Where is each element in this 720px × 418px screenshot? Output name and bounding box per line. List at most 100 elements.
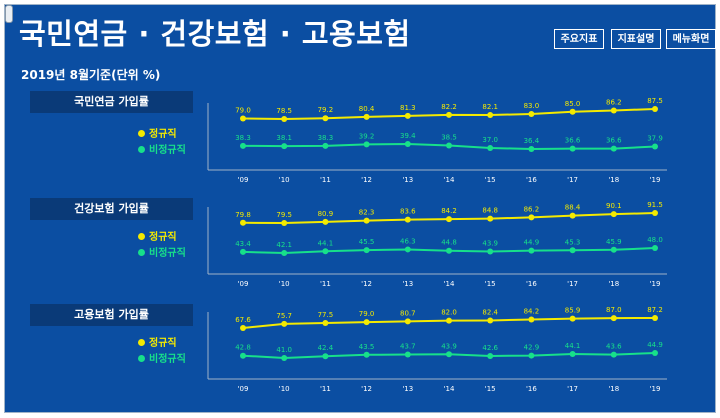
data-label-nonregular: 38.3 xyxy=(318,134,334,142)
data-point-nonregular xyxy=(281,355,288,361)
x-tick-label: '10 xyxy=(279,280,290,288)
data-point-regular xyxy=(487,317,494,324)
data-label-regular: 85.0 xyxy=(565,100,581,108)
legend-regular-dot xyxy=(138,232,145,240)
data-point-regular xyxy=(446,216,452,223)
data-point-regular xyxy=(404,318,411,325)
page-title: 국민연금 · 건강보험 · 고용보험 xyxy=(19,17,411,51)
legend-nonregular-dot xyxy=(138,354,145,362)
data-point-regular xyxy=(281,116,288,122)
legend-nonregular-label: 비정규직 xyxy=(149,354,186,365)
key-indicators-button[interactable]: 주요지표 xyxy=(554,29,604,49)
data-label-nonregular: 44.8 xyxy=(441,239,457,247)
data-point-nonregular xyxy=(363,351,370,358)
data-label-nonregular: 37.9 xyxy=(647,135,663,143)
x-tick-label: '09 xyxy=(238,385,249,393)
data-point-regular xyxy=(363,113,370,120)
data-point-nonregular xyxy=(404,351,411,358)
data-label-nonregular: 45.9 xyxy=(606,238,622,246)
indicator-description-button[interactable]: 지표설명 xyxy=(611,29,661,49)
legend-regular-label: 정규직 xyxy=(149,232,177,243)
data-label-regular: 78.5 xyxy=(276,107,292,115)
data-label-nonregular: 43.7 xyxy=(400,343,416,351)
data-label-regular: 67.6 xyxy=(235,316,251,324)
x-tick-label: '11 xyxy=(320,176,331,184)
x-tick-label: '17 xyxy=(567,280,578,288)
data-label-nonregular: 39.2 xyxy=(359,132,375,140)
x-tick-label: '12 xyxy=(361,280,372,288)
data-label-regular: 84.2 xyxy=(441,207,457,215)
data-point-nonregular xyxy=(528,146,535,152)
data-label-nonregular: 46.3 xyxy=(400,237,416,245)
data-label-nonregular: 42.4 xyxy=(318,344,334,352)
paperclip-icon xyxy=(5,5,13,23)
data-point-nonregular xyxy=(569,351,576,358)
data-point-nonregular xyxy=(446,142,452,149)
data-label-nonregular: 36.6 xyxy=(606,137,622,145)
data-label-nonregular: 45.3 xyxy=(565,238,581,246)
data-point-regular xyxy=(240,115,246,122)
x-tick-label: '18 xyxy=(608,176,619,184)
x-tick-label: '12 xyxy=(361,176,372,184)
data-label-regular: 88.4 xyxy=(565,204,581,212)
legend-nonregular: 비정규직 xyxy=(138,350,186,365)
data-label-regular: 80.7 xyxy=(400,309,416,317)
x-tick-label: '15 xyxy=(485,385,496,393)
x-tick-label: '11 xyxy=(320,280,331,288)
x-tick-label: '09 xyxy=(238,176,249,184)
data-label-regular: 84.8 xyxy=(482,207,498,215)
data-point-regular xyxy=(446,317,452,324)
chart-title-employment: 고용보험 가입률 xyxy=(30,304,193,326)
data-point-nonregular xyxy=(487,352,494,359)
data-point-regular xyxy=(404,216,411,223)
legend-regular: 정규직 xyxy=(138,228,177,243)
data-label-nonregular: 44.1 xyxy=(318,239,334,247)
data-label-regular: 87.0 xyxy=(606,306,622,314)
data-point-regular xyxy=(487,112,494,118)
legend-nonregular-label: 비정규직 xyxy=(149,248,186,259)
data-label-nonregular: 43.9 xyxy=(441,342,457,350)
data-point-regular xyxy=(652,106,658,112)
data-point-regular xyxy=(528,316,535,323)
data-label-regular: 79.5 xyxy=(276,211,292,219)
data-point-regular xyxy=(652,210,658,216)
data-point-nonregular xyxy=(240,142,246,149)
data-label-regular: 90.1 xyxy=(606,202,622,210)
data-point-regular xyxy=(240,219,246,226)
legend-nonregular: 비정규직 xyxy=(138,244,186,259)
data-label-nonregular: 44.1 xyxy=(565,342,581,350)
data-label-regular: 85.9 xyxy=(565,307,581,315)
page-subtitle: 2019년 8월기준(단위 %) xyxy=(21,68,161,82)
data-label-regular: 86.2 xyxy=(606,98,622,106)
x-tick-label: '16 xyxy=(526,280,537,288)
legend-regular-label: 정규직 xyxy=(149,129,177,140)
data-label-regular: 77.5 xyxy=(318,311,334,319)
data-point-nonregular xyxy=(363,247,370,254)
x-tick-label: '14 xyxy=(444,176,455,184)
data-label-regular: 79.0 xyxy=(359,310,375,318)
data-label-nonregular: 42.9 xyxy=(524,344,540,352)
x-tick-label: '14 xyxy=(444,385,455,393)
x-tick-label: '13 xyxy=(402,385,413,393)
x-tick-label: '13 xyxy=(402,176,413,184)
legend-nonregular: 비정규직 xyxy=(138,141,186,156)
x-tick-label: '17 xyxy=(567,385,578,393)
x-tick-label: '10 xyxy=(279,385,290,393)
data-point-nonregular xyxy=(404,141,411,147)
data-label-regular: 87.5 xyxy=(647,97,663,105)
data-point-nonregular xyxy=(652,245,658,251)
data-point-nonregular xyxy=(569,247,576,254)
legend-regular-dot xyxy=(138,338,145,346)
data-point-regular xyxy=(363,319,370,326)
menu-screen-button[interactable]: 메뉴화면 xyxy=(666,29,716,49)
data-label-nonregular: 37.0 xyxy=(482,136,498,144)
data-point-nonregular xyxy=(610,351,617,358)
data-point-nonregular xyxy=(610,145,617,152)
data-label-regular: 80.4 xyxy=(359,105,375,113)
data-label-regular: 79.0 xyxy=(235,106,251,114)
data-label-regular: 80.9 xyxy=(318,210,334,218)
chart-title-health: 건강보험 가입률 xyxy=(30,198,193,220)
data-label-nonregular: 36.4 xyxy=(524,137,540,145)
data-point-nonregular xyxy=(322,248,329,255)
data-point-nonregular xyxy=(404,246,411,253)
